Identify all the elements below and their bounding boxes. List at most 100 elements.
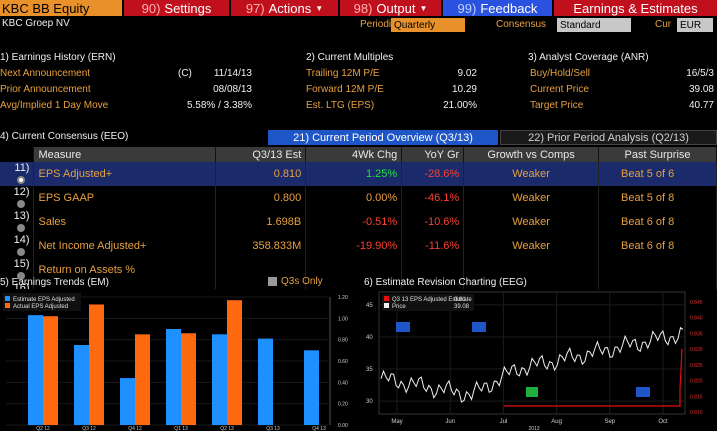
- column-header-measure[interactable]: Measure: [33, 147, 217, 162]
- line-x-tick-label: Oct: [658, 419, 668, 425]
- output-label: Output: [376, 0, 416, 16]
- surprise-cell: Beat 5 of 6: [598, 162, 717, 186]
- line-x-tick-label: Aug: [551, 419, 562, 425]
- event-marker-icon[interactable]: [472, 322, 486, 332]
- estimate-revision-title[interactable]: 6) Estimate Revision Charting (EEG): [364, 277, 527, 288]
- line-y-left-tick: 30: [366, 399, 373, 405]
- consensus-label: Consensus: [496, 19, 547, 30]
- bar-y-tick-label: 1.00: [338, 316, 348, 322]
- legend-value-estimate: 0.81: [454, 297, 466, 303]
- bar-actual: [227, 300, 242, 425]
- event-marker-icon[interactable]: [636, 387, 650, 397]
- feedback-button[interactable]: 99) Feedback: [442, 0, 552, 16]
- bar-x-tick-label: Q3 13: [266, 426, 280, 431]
- row-number-label: 14): [13, 234, 30, 246]
- line-y-left-tick: 45: [366, 303, 373, 309]
- output-button[interactable]: 98) Output ▼: [339, 0, 441, 16]
- table-row[interactable]: 11) EPS Adjusted+ 0.810 1.25% -28.6% Wea…: [0, 162, 717, 186]
- bar-estimate: [212, 334, 227, 425]
- radio-selected-icon[interactable]: [17, 176, 26, 185]
- table-row[interactable]: 14) Net Income Adjusted+ 358.833M -19.90…: [0, 234, 717, 258]
- settings-button[interactable]: 90) Settings: [123, 0, 229, 16]
- output-num: 98): [353, 0, 373, 16]
- ltg-value: 21.00%: [443, 100, 477, 111]
- bar-actual: [43, 316, 58, 425]
- legend-swatch-price: [384, 303, 389, 308]
- line-y-left-tick: 40: [366, 335, 373, 341]
- table-row[interactable]: 15) Return on Assets %: [0, 258, 717, 282]
- periodicity-select[interactable]: Quarterly: [391, 18, 465, 32]
- measure-cell: Sales: [33, 210, 217, 234]
- earnings-trends-chart: 0.00 0.20 0.40 0.60 0.80 1.00 1.20 Q2 12 Q3 12 Q…: [0, 289, 355, 431]
- current-multiples-title: 2) Current Multiples: [306, 52, 394, 63]
- forward-pe-label: Forward 12M P/E: [306, 84, 384, 95]
- bar-x-tick-label: Q4 13: [312, 426, 326, 431]
- consensus-value: Standard: [560, 19, 601, 31]
- row-number-label: 11): [14, 162, 30, 174]
- settings-label: Settings: [164, 0, 212, 16]
- radio-icon[interactable]: [17, 248, 26, 257]
- consensus-select[interactable]: Standard: [557, 18, 631, 32]
- surprise-cell: Beat 6 of 8: [598, 210, 717, 234]
- next-announcement-flag: (C): [178, 68, 192, 79]
- line-chart-legend: Q3 13 EPS Adjusted Estimate 0.81 Price 3…: [382, 294, 474, 311]
- growth-cell: [463, 258, 600, 282]
- line-y-left-tick: 35: [366, 367, 373, 373]
- column-header-yoy[interactable]: YoY Gr: [401, 147, 465, 162]
- chevron-down-icon: ▼: [419, 3, 428, 13]
- line-y-right-tick: 0.815: [690, 394, 703, 400]
- radio-icon[interactable]: [17, 200, 26, 209]
- analyst-coverage-title[interactable]: 3) Analyst Coverage (ANR): [528, 52, 649, 63]
- page-title: Earnings & Estimates: [553, 0, 717, 16]
- feedback-num: 99): [457, 0, 477, 16]
- line-y-right-tick: 0.830: [690, 347, 703, 353]
- event-marker-icon[interactable]: [396, 322, 410, 332]
- settings-num: 90): [141, 0, 161, 16]
- current-price-label: Current Price: [530, 84, 589, 95]
- earnings-history-title[interactable]: 1) Earnings History (ERN): [0, 52, 116, 63]
- line-y-right-tick: 0.820: [690, 379, 703, 385]
- bar-x-tick-label: Q2 13: [220, 426, 234, 431]
- bar-estimate: [166, 329, 181, 425]
- chevron-down-icon: ▼: [315, 3, 324, 13]
- column-header-growth[interactable]: Growth vs Comps: [463, 147, 600, 162]
- actions-button[interactable]: 97) Actions ▼: [230, 0, 338, 16]
- legend-label-estimate: Q3 13 EPS Adjusted Estimate: [392, 297, 472, 303]
- line-y-right-tick: 0.810: [690, 410, 703, 416]
- header-spacer: [0, 147, 35, 162]
- q3s-only-checkbox[interactable]: Q3s Only: [268, 276, 323, 287]
- table-row[interactable]: 13) Sales 1.698B -0.51% -10.6% Weaker Be…: [0, 210, 717, 234]
- ltg-label: Est. LTG (EPS): [306, 100, 375, 111]
- currency-select[interactable]: EUR: [677, 18, 713, 32]
- target-price-value: 40.77: [688, 100, 714, 111]
- periodicity-value: Quarterly: [394, 19, 436, 31]
- radio-icon[interactable]: [17, 272, 26, 281]
- column-header-surprise[interactable]: Past Surprise: [598, 147, 717, 162]
- growth-cell: Weaker: [463, 210, 600, 234]
- table-row[interactable]: 12) EPS GAAP 0.800 0.00% -46.1% Weaker B…: [0, 186, 717, 210]
- currency-label: Cur: [655, 19, 672, 30]
- row-number: 15): [0, 258, 35, 282]
- current-consensus-title[interactable]: 4) Current Consensus (EEO): [0, 131, 129, 142]
- day-move-value: 5.58% / 3.38%: [186, 100, 252, 111]
- event-marker-icon[interactable]: [526, 387, 538, 397]
- measure-cell: EPS Adjusted+: [33, 162, 217, 186]
- tab-prior-period[interactable]: 22) Prior Period Analysis (Q2/13): [500, 130, 717, 145]
- column-header-4wk[interactable]: 4Wk Chg: [305, 147, 403, 162]
- prior-announcement-label: Prior Announcement: [0, 84, 91, 95]
- bar-estimate: [304, 350, 319, 425]
- column-header-est[interactable]: Q3/13 Est: [215, 147, 307, 162]
- row-number-label: 12): [13, 186, 30, 198]
- est-cell: [215, 258, 307, 282]
- bar-y-tick-label: 0.60: [338, 359, 348, 365]
- earnings-trends-title[interactable]: 5) Earnings Trends (EM): [0, 277, 109, 288]
- surprise-cell: [598, 258, 717, 282]
- bar-actual: [89, 304, 104, 425]
- event-markers: [396, 322, 650, 397]
- checkbox-icon: [268, 277, 277, 286]
- ticker-field[interactable]: KBC BB Equity: [0, 0, 122, 16]
- chg-cell: 0.00%: [305, 186, 403, 210]
- table-header-row: Measure Q3/13 Est 4Wk Chg YoY Gr Growth …: [0, 147, 717, 162]
- tab-current-period[interactable]: 21) Current Period Overview (Q3/13): [268, 130, 498, 145]
- radio-icon[interactable]: [17, 224, 26, 233]
